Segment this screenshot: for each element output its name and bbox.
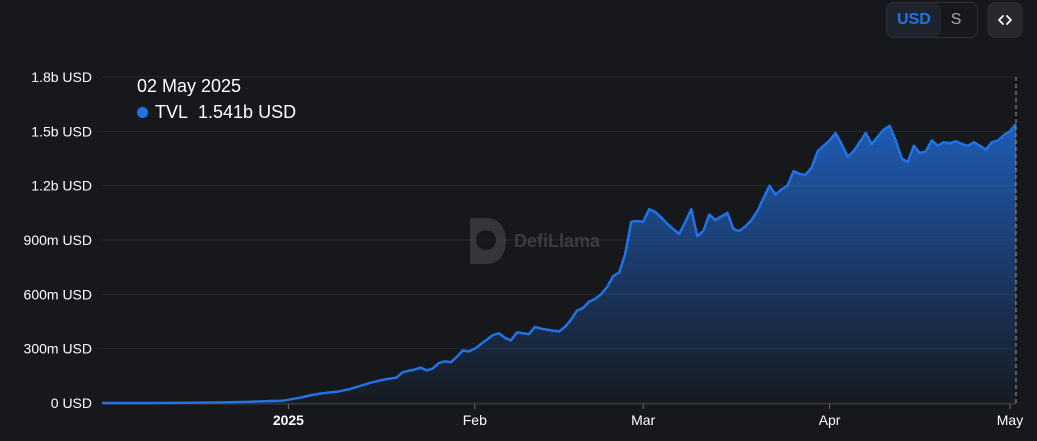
y-tick-label: 1.8b USD xyxy=(31,69,92,85)
x-tick-label: Apr xyxy=(819,412,841,428)
x-tick-label: 2025 xyxy=(273,412,304,428)
y-tick-label: 1.2b USD xyxy=(31,178,92,194)
embed-button[interactable] xyxy=(987,2,1023,38)
currency-toggle: USD S xyxy=(886,2,978,38)
code-brackets-icon xyxy=(998,15,1012,25)
y-tick-label: 900m USD xyxy=(24,232,92,248)
x-tick-label: Mar xyxy=(631,412,655,428)
tvl-line xyxy=(102,123,1017,405)
watermark-text: DefiLlama xyxy=(514,230,601,251)
x-tick-label: May xyxy=(997,412,1023,428)
series-color-dot xyxy=(137,107,148,118)
alt-currency-toggle-button[interactable]: S xyxy=(950,11,962,28)
tooltip-series-value: 1.541b USD xyxy=(198,102,297,122)
tooltip-series-name: TVL xyxy=(155,102,189,122)
y-axis: 0 USD 300m USD 600m USD 900m USD 1.2b USD 1.5… xyxy=(24,69,92,411)
tooltip-series-row: TVL 1.541b USD xyxy=(137,102,296,123)
y-tick-label: 300m USD xyxy=(24,341,92,357)
usd-toggle-button[interactable]: USD xyxy=(887,3,941,37)
llama-logo-icon xyxy=(470,218,506,264)
x-tick-label: Feb xyxy=(463,412,487,428)
x-axis: 2025 Feb Mar Apr May xyxy=(102,403,1023,428)
tvl-area xyxy=(102,123,1016,404)
y-tick-label: 0 USD xyxy=(51,395,92,411)
tooltip-date: 02 May 2025 xyxy=(137,76,242,96)
series-layer xyxy=(102,123,1017,405)
grid-lines xyxy=(102,76,1016,404)
y-tick-label: 600m USD xyxy=(24,286,92,302)
watermark: DefiLlama xyxy=(464,216,600,266)
y-tick-label: 1.5b USD xyxy=(31,123,92,139)
